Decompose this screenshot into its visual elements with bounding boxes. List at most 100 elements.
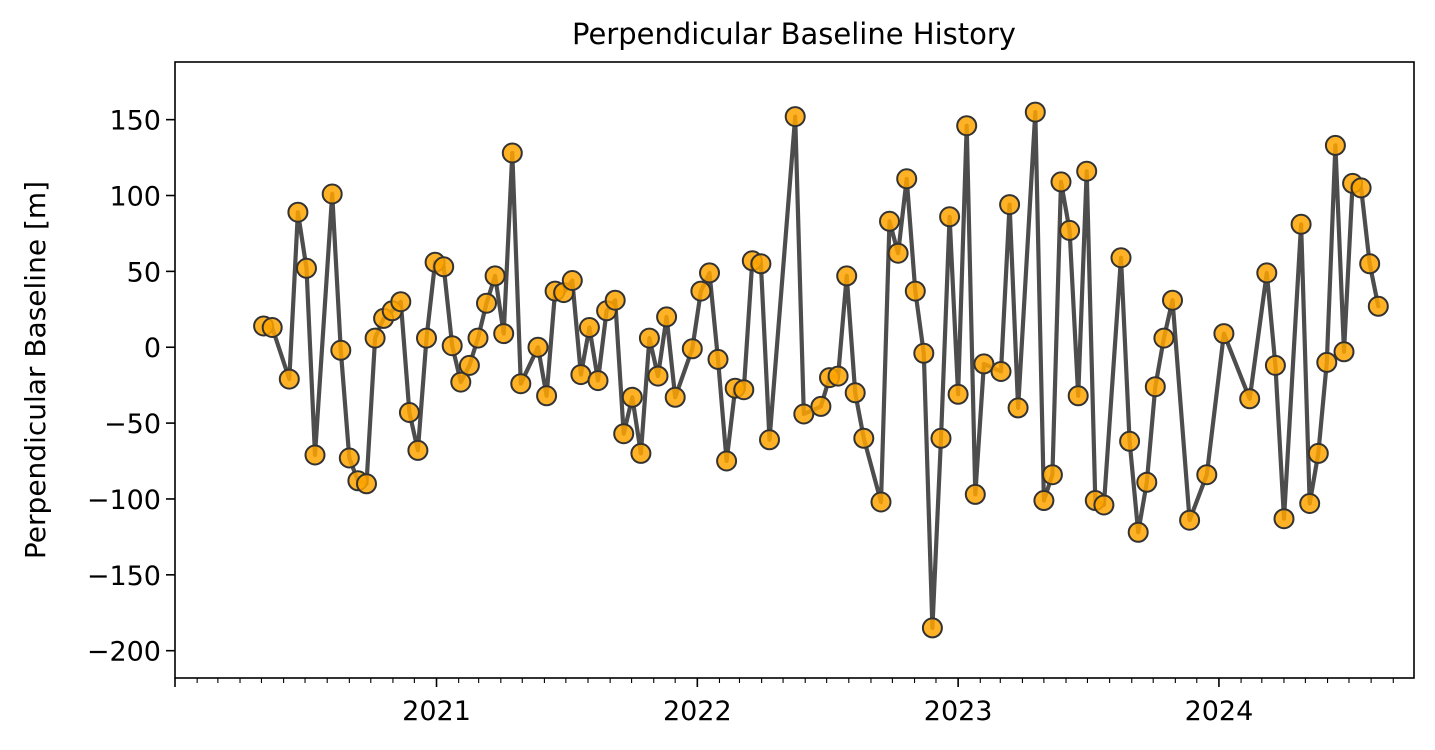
data-point-57 [793,403,815,425]
data-point-4 [296,257,317,279]
data-point-63 [853,427,875,449]
data-point-33 [561,270,583,291]
data-point-41 [630,442,652,464]
data-point-97 [1196,464,1218,486]
data-point-29 [527,336,549,358]
data-point-14 [390,291,412,313]
y-tick-label: −150 [87,561,161,592]
y-tick-label: −100 [87,485,161,516]
data-point-35 [578,317,600,338]
y-tick-label: −200 [87,637,161,668]
data-point-56 [784,106,806,128]
data-point-101 [1264,354,1286,376]
data-point-98 [1213,323,1235,345]
y-tick-label: 0 [144,333,161,364]
y-axis-label: Perpendicular Baseline [m] [19,181,52,559]
y-tick-label: 100 [109,182,161,213]
data-point-58 [810,395,832,417]
data-point-48 [699,262,720,284]
data-point-67 [896,168,918,190]
chart-title: Perpendicular Baseline History [572,17,1016,51]
data-point-25 [484,265,506,287]
data-point-26 [493,323,515,345]
data-point-24 [476,292,497,314]
data-point-72 [939,206,961,228]
data-point-46 [681,338,703,360]
data-point-104 [1299,493,1321,514]
data-point-22 [458,354,480,376]
data-point-62 [844,382,866,404]
data-point-55 [759,429,780,451]
data-point-20 [441,335,463,357]
data-point-94 [1153,327,1175,349]
data-point-3 [287,201,309,223]
x-tick-label: 2022 [663,696,732,727]
data-point-8 [338,447,360,469]
data-point-100 [1256,262,1278,284]
data-point-74 [956,115,978,137]
data-point-71 [930,427,952,449]
data-point-5 [304,444,326,466]
data-point-82 [1041,464,1063,486]
data-point-88 [1093,494,1115,516]
data-point-68 [904,280,926,302]
plot-frame [174,61,1415,679]
data-point-65 [879,210,900,232]
data-point-105 [1307,442,1329,464]
series-line [261,109,1381,631]
y-tick-label: −50 [104,409,161,440]
data-point-61 [836,265,858,287]
data-point-45 [664,386,686,408]
data-point-103 [1290,213,1312,235]
x-tick-label: 2021 [402,696,471,727]
data-point-50 [716,450,738,472]
data-point-112 [1367,295,1389,317]
data-point-106 [1316,351,1338,373]
data-point-96 [1179,509,1201,531]
data-point-49 [707,348,729,370]
data-point-23 [467,327,489,349]
data-point-89 [1110,247,1132,269]
data-point-64 [870,491,892,513]
data-point-28 [510,373,532,395]
data-point-84 [1059,219,1081,241]
data-point-10 [356,473,377,495]
data-point-19 [433,256,455,278]
data-point-83 [1050,171,1072,193]
data-point-1 [261,317,283,338]
data-point-99 [1239,388,1261,410]
data-point-52 [733,379,755,401]
plot-marks [253,101,1389,639]
data-point-92 [1136,471,1158,493]
data-point-40 [621,386,643,408]
data-point-70 [921,617,943,639]
x-tick-label: 2023 [924,696,993,727]
data-point-107 [1324,134,1346,156]
data-point-69 [913,342,935,364]
data-point-78 [999,194,1021,216]
data-point-86 [1076,160,1098,182]
data-point-91 [1127,521,1149,543]
data-point-80 [1024,101,1046,123]
data-point-108 [1333,341,1355,363]
data-point-77 [990,361,1012,382]
x-tick-label: 2024 [1185,696,1254,727]
data-point-93 [1144,376,1166,398]
data-point-15 [398,402,420,423]
data-point-7 [330,339,352,361]
y-tick-label: 150 [109,106,161,137]
data-point-111 [1359,253,1381,275]
data-point-11 [364,327,386,349]
data-point-81 [1033,490,1055,511]
data-point-38 [604,289,626,311]
data-point-110 [1350,177,1372,199]
data-point-73 [947,383,969,405]
data-point-102 [1273,508,1295,530]
data-point-16 [407,439,429,461]
data-point-6 [321,183,343,205]
y-axis: 150 100 50 0 −50 −100 −150 −200 [87,106,175,668]
data-point-21 [450,371,472,393]
y-tick-label: 50 [127,257,161,288]
data-point-54 [750,253,772,275]
